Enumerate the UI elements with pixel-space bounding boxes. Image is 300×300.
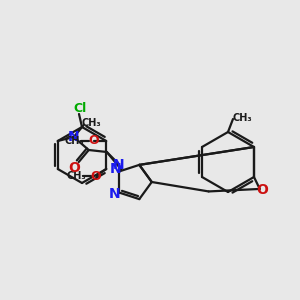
Text: N: N (68, 130, 80, 144)
Text: O: O (90, 169, 101, 182)
Text: CH₃: CH₃ (66, 171, 86, 181)
Text: N: N (113, 158, 124, 172)
Text: Cl: Cl (74, 101, 87, 115)
Text: CH₃: CH₃ (232, 113, 252, 123)
Text: CH₃: CH₃ (64, 136, 84, 146)
Text: O: O (68, 161, 80, 175)
Text: O: O (88, 134, 99, 148)
Text: O: O (256, 183, 268, 197)
Text: N: N (110, 162, 121, 176)
Text: N: N (108, 187, 120, 201)
Text: CH₃: CH₃ (82, 118, 102, 128)
